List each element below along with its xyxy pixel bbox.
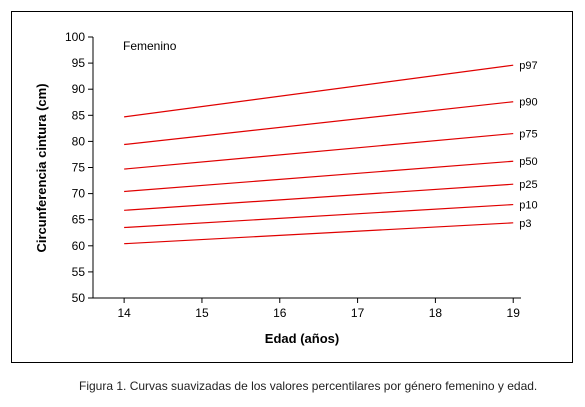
series-lines xyxy=(124,64,514,245)
series-labels: p97 p90 p75 p50 p25 p10 p3 xyxy=(519,60,537,230)
x-tick-label: 16 xyxy=(273,306,287,320)
y-axis-title: Circunferencia cintura (cm) xyxy=(34,83,49,252)
y-tick-label: 60 xyxy=(72,239,86,253)
series-line-p97 xyxy=(124,64,514,118)
x-tick-label: 17 xyxy=(351,306,365,320)
series-label-p97: p97 xyxy=(519,60,537,72)
y-tick-label: 85 xyxy=(72,108,86,122)
y-ticks: 50 55 60 65 70 75 80 85 90 95 100 xyxy=(65,30,93,305)
x-tick-label: 19 xyxy=(507,306,521,320)
y-tick-label: 50 xyxy=(72,291,86,305)
series-label-p50: p50 xyxy=(519,156,537,168)
series-line-p90 xyxy=(124,101,514,146)
y-tick-label: 70 xyxy=(72,187,86,201)
y-tick-label: 90 xyxy=(72,82,86,96)
x-ticks: 14 15 16 17 18 19 xyxy=(117,298,520,320)
x-axis-title: Edad (años) xyxy=(265,331,339,346)
series-line-p25 xyxy=(124,183,514,211)
chart-frame xyxy=(11,11,573,363)
x-tick-label: 18 xyxy=(429,306,443,320)
series-label-p10: p10 xyxy=(519,200,537,212)
series-line-p3 xyxy=(124,222,514,245)
x-tick-label: 14 xyxy=(117,306,131,320)
y-tick-label: 95 xyxy=(72,56,86,70)
chart-title: Femenino xyxy=(123,39,177,53)
y-tick-label: 100 xyxy=(65,30,85,44)
series-label-p3: p3 xyxy=(519,218,531,230)
y-tick-label: 55 xyxy=(72,265,86,279)
series-label-p75: p75 xyxy=(519,129,537,141)
series-line-p75 xyxy=(124,132,514,170)
y-tick-label: 65 xyxy=(72,213,86,227)
series-label-p25: p25 xyxy=(519,179,537,191)
series-label-p90: p90 xyxy=(519,97,537,109)
axes xyxy=(92,37,521,299)
x-tick-label: 15 xyxy=(195,306,209,320)
series-line-p10 xyxy=(124,203,514,229)
chart-svg: 50 55 60 65 70 75 80 85 90 95 100 14 15 16 17 18 19 p97… xyxy=(34,30,538,346)
y-tick-label: 75 xyxy=(72,161,86,175)
series-line-p50 xyxy=(124,160,514,193)
y-tick-label: 80 xyxy=(72,134,86,148)
figure-caption: Figura 1. Curvas suavizadas de los valor… xyxy=(79,379,538,393)
